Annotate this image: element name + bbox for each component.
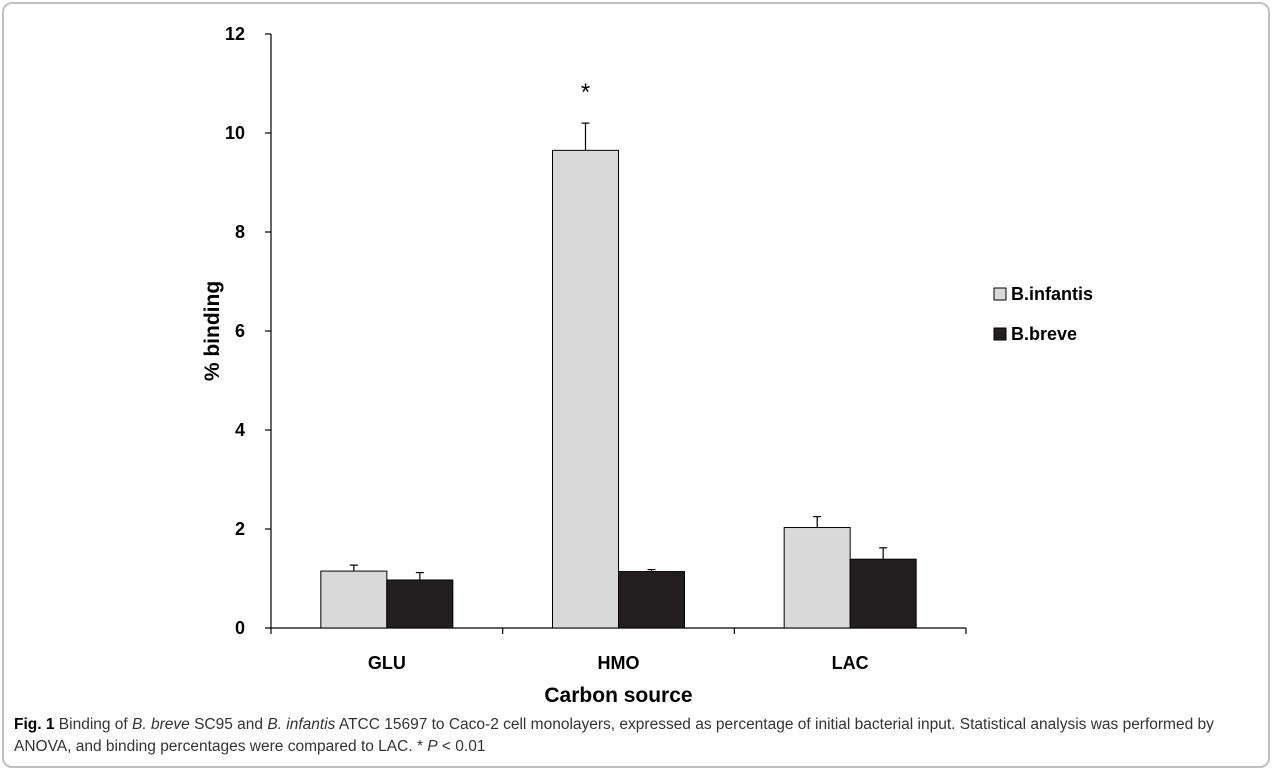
legend-swatch <box>993 287 1007 301</box>
chart-legend: B.infantis B.breve <box>993 284 1093 344</box>
x-tick-label: HMO <box>598 653 640 673</box>
chart-bars: * <box>320 79 917 629</box>
y-tick-label: 4 <box>235 420 245 440</box>
legend-swatch <box>993 327 1007 341</box>
legend-label: B.infantis <box>1011 284 1093 304</box>
y-tick-label: 6 <box>235 321 245 341</box>
y-tick-label: 8 <box>235 222 245 242</box>
figure-caption: Fig. 1 Binding of B. breve SC95 and B. i… <box>14 714 1264 758</box>
legend-label: B.breve <box>1011 324 1077 344</box>
bar-bbreve-glu <box>386 579 454 629</box>
x-axis-title: Carbon source <box>544 684 692 707</box>
y-tick-label: 10 <box>225 123 245 143</box>
y-tick-label: 12 <box>225 24 245 44</box>
caption-text-part: < 0.01 <box>437 738 486 755</box>
x-tick-label: GLU <box>368 653 406 673</box>
caption-italic-text: P <box>427 738 438 755</box>
bar-bbreve-lac <box>849 558 917 629</box>
bar-binfantis-lac <box>783 527 851 629</box>
x-tick-label: LAC <box>832 653 869 673</box>
y-axis-title: % binding <box>201 281 224 381</box>
caption-text: Binding of B. breve SC95 and B. infantis… <box>14 716 1214 755</box>
caption-italic-text: B. infantis <box>267 716 336 733</box>
figure-frame <box>2 2 1270 768</box>
bar-bbreve-hmo <box>618 571 685 629</box>
figure-label: Fig. 1 <box>14 716 55 733</box>
y-tick-label: 2 <box>235 519 245 539</box>
bar-binfantis-glu <box>320 570 388 629</box>
caption-text-part: ATCC 15697 to Caco-2 cell monolayers, ex… <box>14 716 1214 755</box>
y-tick-label: 0 <box>235 618 245 638</box>
caption-text-part: Binding of <box>54 716 133 733</box>
significance-marker: * <box>581 79 590 106</box>
caption-italic-text: B. breve <box>132 716 190 733</box>
bar-chart: 0 2 4 6 8 10 12 GLU HMO LAC Carbon source % binding… <box>201 24 1093 707</box>
caption-text-part: SC95 and <box>189 716 268 733</box>
bar-binfantis-hmo <box>552 149 619 629</box>
